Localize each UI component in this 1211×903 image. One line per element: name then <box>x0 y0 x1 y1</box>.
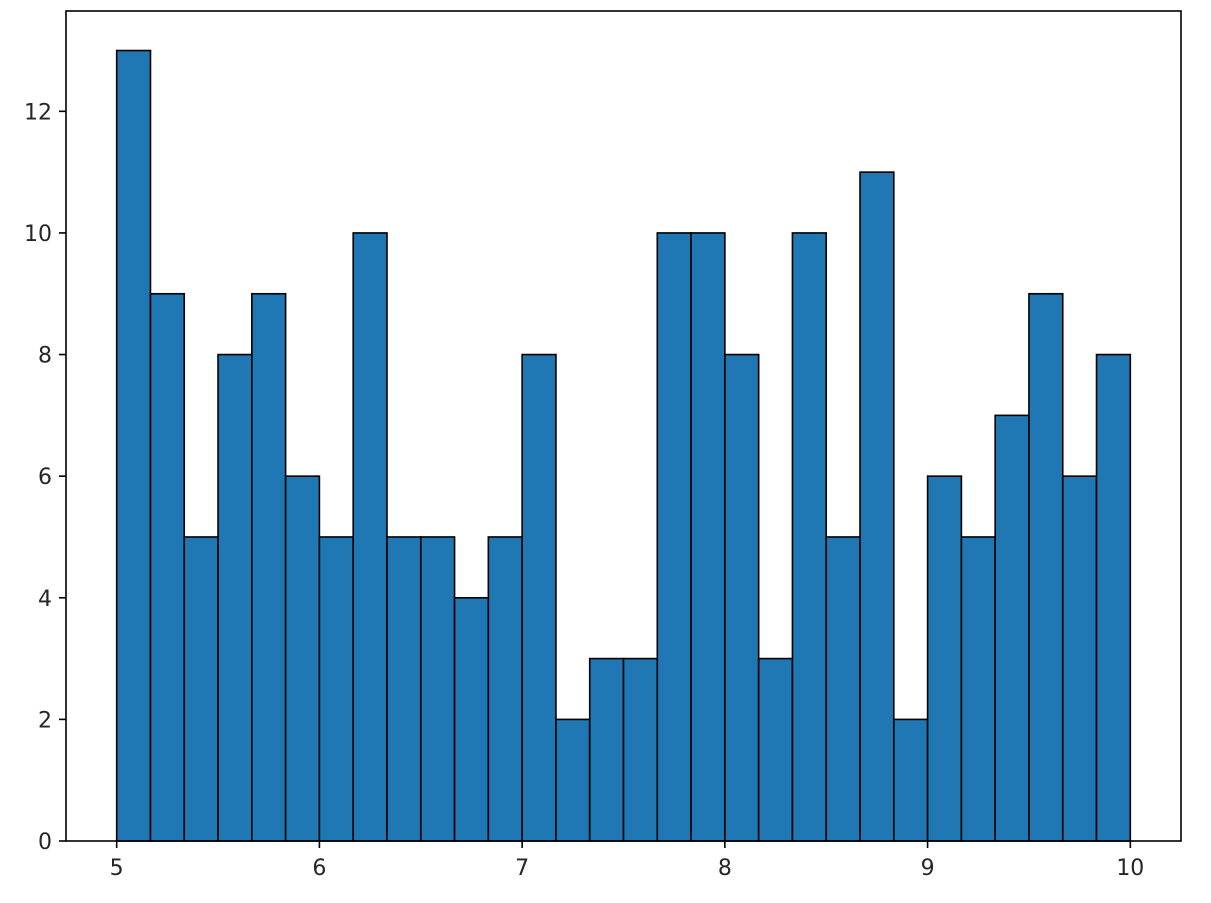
histogram-bar-25 <box>960 536 996 842</box>
bars-group <box>115 49 1132 842</box>
histogram-bar-26 <box>994 414 1030 842</box>
histogram-bar-20 <box>791 232 828 842</box>
histogram-bar-8 <box>386 536 422 842</box>
histogram-bar-24 <box>926 475 963 842</box>
histogram-bar-29 <box>1095 353 1132 842</box>
histogram-bar-27 <box>1028 292 1064 842</box>
y-tick-label: 6 <box>38 465 52 490</box>
y-tick-label: 2 <box>38 708 52 733</box>
y-tick-label: 4 <box>38 587 52 612</box>
x-axis-ticks: 5 6 7 8 9 10 <box>110 841 1144 881</box>
y-tick-label: 8 <box>38 344 52 369</box>
histogram-bar-21 <box>825 536 861 842</box>
histogram-bar-14 <box>588 657 625 842</box>
histogram-bar-5 <box>284 475 321 842</box>
histogram-bar-17 <box>690 232 726 842</box>
histogram-bar-13 <box>555 718 591 842</box>
histogram-bar-10 <box>453 596 490 842</box>
histogram-bar-22 <box>859 171 895 842</box>
histogram-bar-23 <box>892 718 929 842</box>
histogram-bar-2 <box>183 536 219 842</box>
histogram-bar-11 <box>487 536 523 842</box>
y-tick-label: 10 <box>24 222 52 247</box>
histogram-bar-1 <box>149 292 186 842</box>
x-tick-label: 9 <box>921 856 935 881</box>
y-tick-label: 12 <box>24 100 52 125</box>
histogram-bar-4 <box>251 292 287 842</box>
histogram-bar-28 <box>1061 475 1098 842</box>
histogram-bar-12 <box>521 353 557 842</box>
histogram-bar-9 <box>419 536 456 842</box>
histogram-bar-18 <box>724 353 760 842</box>
y-tick-label: 0 <box>38 830 52 855</box>
histogram-bar-16 <box>656 232 692 842</box>
histogram-bar-6 <box>318 536 355 842</box>
histogram-bar-15 <box>622 657 659 842</box>
x-tick-label: 6 <box>312 856 326 881</box>
y-axis-ticks: 0 2 4 6 8 10 12 <box>24 100 66 855</box>
histogram-bar-7 <box>352 232 388 842</box>
x-tick-label: 8 <box>718 856 732 881</box>
x-tick-label: 7 <box>515 856 529 881</box>
histogram-bar-0 <box>115 49 152 842</box>
histogram-bar-3 <box>217 353 253 842</box>
x-tick-label: 10 <box>1116 856 1144 881</box>
axes-frame <box>65 10 1182 842</box>
x-tick-label: 5 <box>110 856 124 881</box>
histogram-bar-19 <box>757 657 794 842</box>
